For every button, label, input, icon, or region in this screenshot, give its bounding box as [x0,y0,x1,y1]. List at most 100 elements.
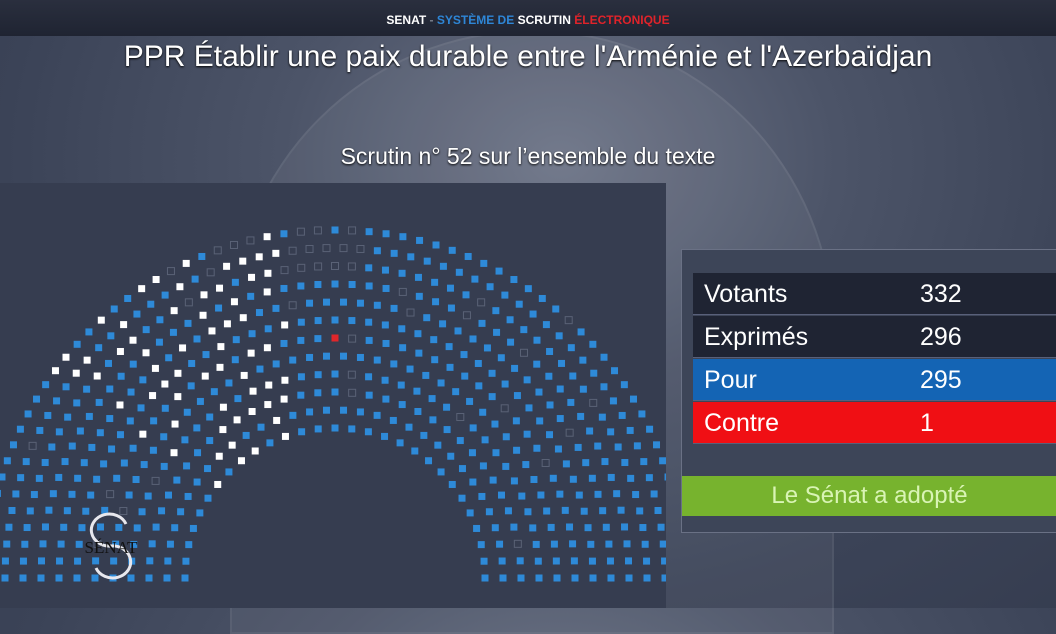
seat [314,317,322,325]
seat [17,474,25,482]
seat [85,328,93,336]
seat [533,444,541,452]
seat [233,416,241,424]
seat [240,371,248,379]
seat [478,492,486,500]
seat [471,275,479,283]
seat [464,252,472,260]
seat [356,408,364,416]
seat [439,320,447,328]
seat [579,356,587,364]
seat [582,459,590,467]
seat [210,388,218,396]
seat [83,385,91,393]
seat [493,328,501,336]
seat [170,307,178,315]
seat [510,477,518,485]
seat [589,398,598,407]
seat [532,540,540,548]
seat [322,406,330,414]
seat [263,344,271,352]
seat [477,541,485,549]
seat [406,365,414,373]
seat [643,574,651,582]
seat [181,574,189,582]
seat [552,305,560,313]
seat [462,311,471,320]
seat [611,367,619,375]
seat [73,574,81,582]
seat [512,417,520,425]
seat [280,339,288,347]
seat [55,574,63,582]
seat [182,557,190,565]
seat [106,385,114,393]
seat [126,417,134,425]
seat [533,360,541,368]
seat [525,404,533,412]
seat [502,433,510,441]
seat [57,540,65,548]
seat [314,280,322,288]
seat [247,349,255,357]
seat [653,441,661,449]
seat [454,327,462,335]
seat [298,428,306,436]
seat [204,494,212,502]
seat [414,407,422,415]
seat [216,284,224,292]
seat [37,574,45,582]
seat [381,266,389,274]
seat [431,356,439,364]
seat [297,373,305,381]
seat [55,428,63,436]
seat [535,388,543,396]
seat [116,401,124,409]
seat [331,334,339,342]
seat [148,540,156,548]
seat [161,380,169,388]
seat [513,446,521,454]
seat [161,404,169,412]
seat [63,507,71,515]
seat [348,317,356,325]
seat [636,507,644,515]
seat [542,321,550,329]
seat [45,506,53,514]
seat [513,539,522,548]
seat [256,365,264,373]
seat [219,426,227,434]
seat [19,557,27,565]
seat [431,278,439,286]
seat [599,507,607,515]
seat [139,430,147,438]
seat [348,226,357,235]
seat [280,395,288,403]
seat [237,457,245,465]
seat [41,459,49,467]
seat [640,458,648,466]
seat [381,376,389,384]
seat [297,336,305,344]
seat [567,398,575,406]
seat [239,257,247,265]
seat [550,540,558,548]
seat [188,359,196,367]
seat [263,233,271,241]
seat [117,372,125,380]
seat [510,523,518,531]
system-label: SYSTÈME DE [436,13,515,27]
seat [571,574,579,582]
seat [405,423,413,431]
seat [638,410,646,418]
seat [469,424,477,432]
seat [184,298,193,307]
seat [589,340,597,348]
seat [26,507,34,515]
seat [39,540,47,548]
seat [108,445,116,453]
seat [176,283,184,291]
seat [93,475,101,483]
seat [606,557,614,565]
seat [78,524,86,532]
